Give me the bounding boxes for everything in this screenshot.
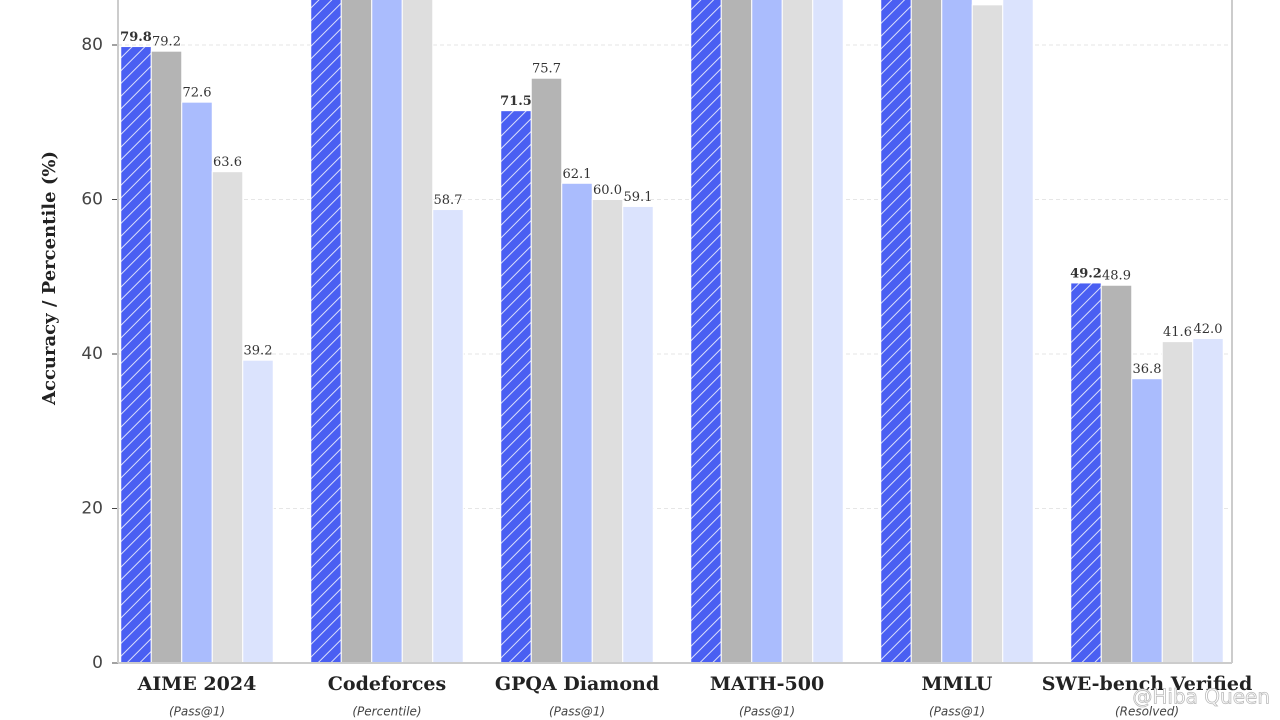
x-tick-note: (Pass@1) [549,705,605,719]
x-tick-label: MMLU [922,673,993,695]
value-label: 49.2 [1070,266,1102,281]
x-tick-label: GPQA Diamond [495,673,659,695]
x-tick-label: MATH-500 [710,673,824,695]
x-tick-note: (Pass@1) [929,705,985,719]
value-label: 79.8 [120,30,152,45]
bar [120,46,152,664]
bar [971,4,1004,664]
plot-area: 0 20 40 60 80 AIME 2024 (Pass@1) 79.8 79.2 72.6 63… [81,0,1252,719]
value-label: 75.7 [532,62,561,77]
value-label: 62.1 [563,167,592,182]
bar [1100,284,1133,664]
bar [530,77,563,664]
value-label: 39.2 [244,344,273,359]
x-tick-note: (Percentile) [352,705,421,719]
value-label: 85.2 [973,0,1002,3]
value-label: 41.6 [1163,325,1192,340]
bar [910,0,943,664]
y-tick-label: 60 [81,190,103,210]
bar [591,199,624,664]
watermark: @Hiba Queen [1132,685,1270,709]
y-axis-title: Accuracy / Percentile (%) [39,151,60,406]
x-tick-label: Codeforces [328,673,446,695]
bar [340,0,373,664]
bar [500,110,532,664]
bar [242,359,274,664]
y-tick-label: 80 [81,35,103,55]
x-tick-label: AIME 2024 [137,673,257,695]
bar [690,0,722,664]
value-label: 59.1 [624,190,653,205]
bar [310,0,342,664]
bar [150,50,183,664]
bar [401,0,434,664]
value-label: 71.5 [500,94,532,109]
bar [1161,341,1194,664]
bar [1070,282,1102,664]
bar [781,0,814,664]
bar [1002,0,1034,664]
value-label: 63.6 [213,155,242,170]
x-tick-label: SWE-bench Verified [1042,673,1252,695]
value-label: 42.0 [1194,322,1223,337]
value-label: 48.9 [1102,269,1131,284]
x-tick-note: (Resolved) [1115,705,1179,719]
bar [622,205,654,664]
bar [211,171,244,664]
bar [1192,338,1224,664]
x-tick-note: (Pass@1) [739,705,795,719]
bar [181,101,213,664]
bar [1131,378,1163,664]
value-label: 72.6 [183,86,212,101]
bar [941,0,973,664]
value-label: 60.0 [593,183,622,198]
y-tick-label: 40 [81,344,103,364]
bar [720,0,753,664]
value-label: 79.2 [152,35,181,50]
value-label: 58.7 [434,193,463,208]
value-label: 36.8 [1133,362,1162,377]
bar [880,0,912,664]
bar [371,0,403,664]
bar [812,0,844,664]
y-tick-label: 0 [92,653,103,673]
bar [751,0,783,664]
bar [432,209,464,664]
y-tick-label: 20 [81,499,103,519]
bar [561,182,593,664]
x-tick-note: (Pass@1) [169,705,225,719]
